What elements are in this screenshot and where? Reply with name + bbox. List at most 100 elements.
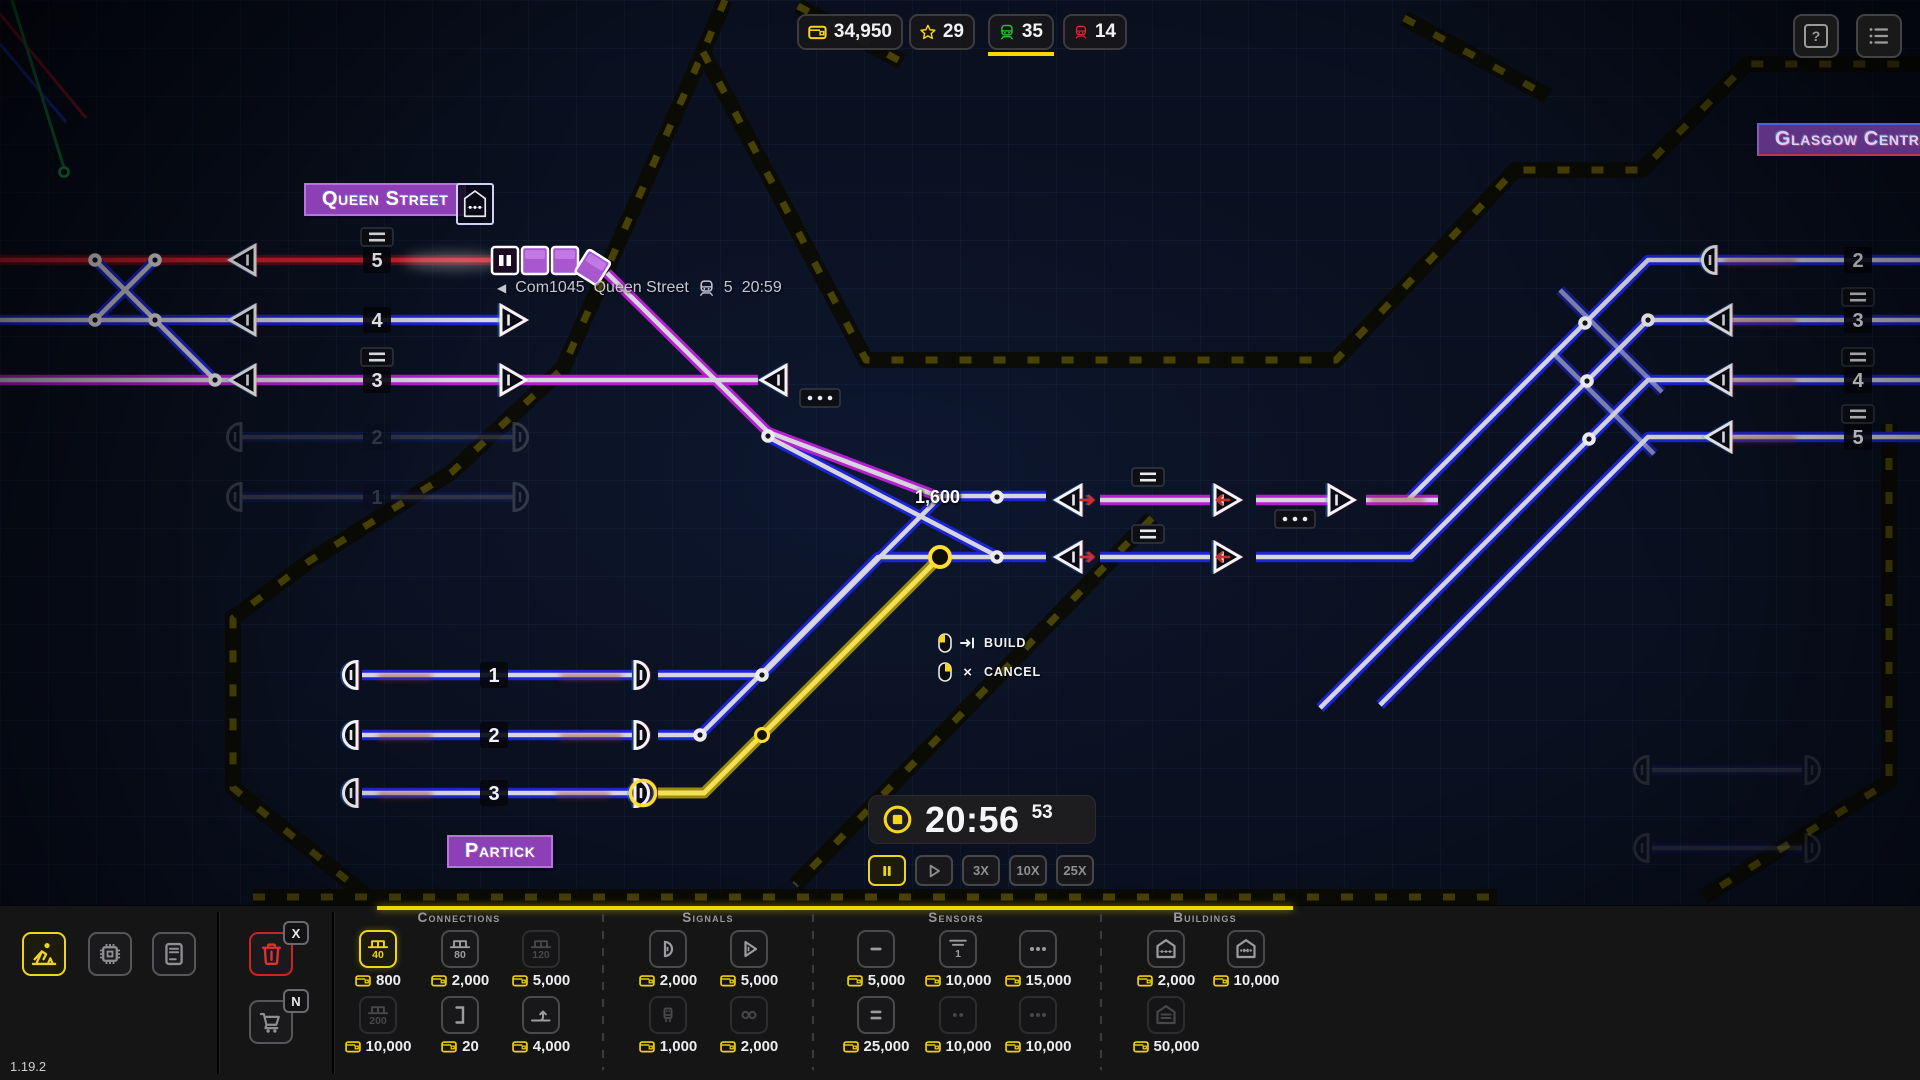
signal[interactable] [342, 660, 359, 690]
tool-sensor-three-dots[interactable]: 10,000 [993, 996, 1083, 1055]
help-icon: ? [1804, 24, 1828, 48]
signal[interactable] [342, 720, 359, 750]
tool-auto-signal[interactable]: 5,000 [704, 930, 794, 989]
svg-text:1: 1 [488, 665, 499, 687]
speed-10x-button[interactable]: 10X [1009, 855, 1047, 886]
tool-sensor-two-dots[interactable]: 10,000 [913, 996, 1003, 1055]
inactive-tracks-bottom-right [1633, 755, 1821, 863]
path-signal-icon [649, 930, 687, 968]
approach-glows [378, 252, 1796, 798]
station-label-queen-street[interactable]: Queen Street [304, 183, 467, 216]
signal[interactable] [228, 304, 257, 336]
pause-button[interactable] [868, 855, 906, 886]
tool-crossing-gate[interactable]: 1,000 [623, 996, 713, 1055]
signal[interactable] [1704, 304, 1733, 336]
tool-connection-120[interactable]: 120 5,000 [496, 930, 586, 989]
dashed-divider [1100, 914, 1102, 1070]
running-trains-badge[interactable]: 35 [988, 14, 1054, 50]
signal[interactable] [499, 304, 528, 336]
sensor-equals-icon [857, 996, 895, 1034]
wallet-icon [808, 23, 827, 41]
direction-arrow-glyph: ◀ [497, 281, 507, 295]
tool-path-signal[interactable]: 2,000 [623, 930, 713, 989]
help-button[interactable]: ? [1793, 14, 1839, 58]
tool-depot[interactable]: 50,000 [1121, 996, 1211, 1055]
station-label-glasgow-central[interactable]: Glasgow Central [1757, 123, 1920, 156]
clock-stop-icon [882, 804, 913, 835]
sensor-dots-icon [1019, 930, 1057, 968]
construction-mode-button[interactable] [22, 932, 66, 976]
cancel-hint-row: × CANCEL [938, 660, 1041, 684]
speed-25x-button[interactable]: 25X [1056, 855, 1094, 886]
tool-station-link[interactable]: 10,000 [1201, 930, 1291, 989]
build-toolbar: X N Connections Signals Sensors Building… [0, 905, 1920, 1080]
route-node[interactable] [754, 727, 770, 743]
play-button[interactable] [915, 855, 953, 886]
signal[interactable] [633, 720, 650, 750]
signal[interactable] [1054, 484, 1083, 516]
signal[interactable] [1704, 421, 1733, 453]
tool-sensor-dots[interactable]: 15,000 [993, 930, 1083, 989]
timetable-button[interactable] [1856, 14, 1902, 58]
alert-trains-badge[interactable]: 14 [1063, 14, 1127, 50]
depot-icon [1147, 996, 1185, 1034]
train-info-label[interactable]: ◀ Com1045 Queen Street 5 20:59 [497, 279, 782, 297]
svg-text:4: 4 [371, 310, 383, 332]
speed-3x-button[interactable]: 3X [962, 855, 1000, 886]
connection-200-icon: 200 [359, 996, 397, 1034]
signal[interactable] [1327, 484, 1356, 516]
tool-connection-200[interactable]: 200 10,000 [333, 996, 423, 1055]
signal[interactable] [1701, 245, 1718, 275]
route-endpoint-node[interactable] [928, 545, 952, 569]
connection-80-icon: 80 [441, 930, 479, 968]
tool-connection-80[interactable]: 80 2,000 [415, 930, 505, 989]
train-id: Com1045 [515, 279, 585, 296]
dashed-divider [812, 914, 814, 1070]
speed-sensor-icon: 1 [939, 930, 977, 968]
build-hint-row: BUILD [938, 631, 1041, 655]
tool-connection-40[interactable]: 40 800 [333, 930, 423, 989]
signal[interactable] [1704, 364, 1733, 396]
score-badge: 29 [909, 14, 975, 50]
shop-hotkey-badge: N [283, 989, 309, 1013]
svg-text:3: 3 [371, 370, 382, 392]
signal[interactable] [759, 364, 788, 396]
sensor-dash-icon [857, 930, 895, 968]
svg-text:2: 2 [488, 725, 499, 747]
price: 10,000 [365, 1038, 412, 1055]
section-header-signals: Signals [682, 910, 734, 925]
section-header-sensors: Sensors [928, 910, 984, 925]
svg-text:3: 3 [1852, 310, 1863, 332]
signal[interactable] [633, 660, 650, 690]
station-label-partick[interactable]: Partick [447, 835, 554, 868]
automation-mode-button[interactable] [88, 932, 132, 976]
red-train-icon [1074, 22, 1088, 42]
station-icon-queen-street[interactable] [456, 183, 494, 225]
manual-mode-button[interactable] [152, 932, 196, 976]
active-trains-underline [988, 52, 1054, 56]
construction-icon [30, 940, 58, 968]
signal[interactable] [342, 778, 359, 808]
dashed-divider [602, 914, 604, 1070]
signal[interactable] [228, 244, 257, 276]
tool-buffer-stop[interactable]: 20 [415, 996, 505, 1055]
svg-text:4: 4 [1852, 370, 1864, 392]
signal[interactable] [1054, 541, 1083, 573]
chip-icon [96, 940, 124, 968]
tool-sensor-equals[interactable]: 25,000 [831, 996, 921, 1055]
price: 10,000 [1233, 972, 1280, 989]
tool-sensor-dash[interactable]: 5,000 [831, 930, 921, 989]
clock-seconds: 53 [1031, 802, 1053, 823]
tool-speed-sensor[interactable]: 1 10,000 [913, 930, 1003, 989]
version-label: 1.19.2 [10, 1059, 47, 1074]
signal[interactable] [499, 364, 528, 396]
tool-switch[interactable]: 4,000 [496, 996, 586, 1055]
tool-station[interactable]: 2,000 [1121, 930, 1211, 989]
train-destination: Queen Street [593, 279, 689, 296]
signal[interactable] [228, 364, 257, 396]
clock-panel: 20:56 53 [868, 795, 1096, 844]
tool-twin-signal[interactable]: 2,000 [704, 996, 794, 1055]
cart-icon [258, 1009, 285, 1036]
right-click-mouse-icon [938, 662, 952, 682]
delete-hotkey-badge: X [283, 921, 309, 945]
